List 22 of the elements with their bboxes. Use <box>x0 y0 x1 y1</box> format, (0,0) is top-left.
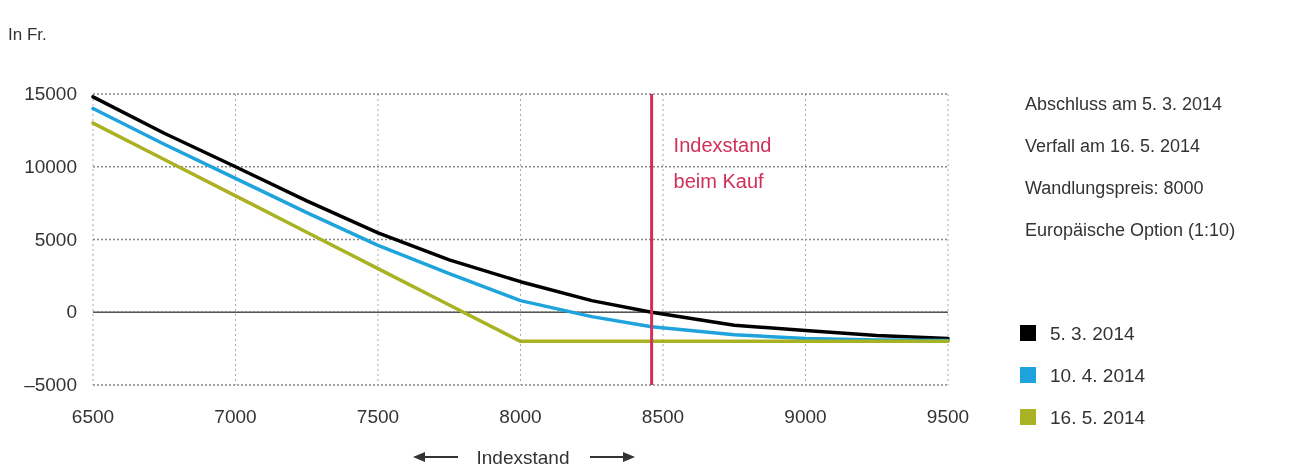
x-tick-label: 9500 <box>926 406 970 427</box>
x-tick-label: 8500 <box>641 406 685 427</box>
y-tick-label: 15000 <box>24 83 77 104</box>
ref-line-label: Indexstand beim Kauf <box>673 134 772 192</box>
x-tick-label: 8000 <box>499 406 542 427</box>
x-tick-label: 9000 <box>784 406 827 427</box>
x-tick-label: 7000 <box>214 406 257 427</box>
legend-label: 10. 4. 2014 <box>1050 365 1146 386</box>
y-axis-title: In Fr. <box>8 25 47 44</box>
text: Europäische Option (1:10) <box>1025 220 1236 240</box>
legend-label: 5. 3. 2014 <box>1050 323 1135 344</box>
text: Abschluss am 5. 3. 2014 <box>1025 94 1223 114</box>
text: Wandlungspreis: 8000 <box>1025 178 1204 198</box>
x-axis-title: Indexstand <box>476 447 570 468</box>
y-tick-label: 10000 <box>24 155 77 177</box>
y-tick-label: 5000 <box>34 228 77 250</box>
x-tick-label: 6500 <box>71 406 115 427</box>
y-tick-label: –5000 <box>24 374 77 395</box>
x-tick-label: 7500 <box>356 406 400 427</box>
text: Verfall am 16. 5. 2014 <box>1025 136 1201 156</box>
legend-label: 16. 5. 2014 <box>1050 407 1146 428</box>
y-tick-label: 0 <box>66 301 77 323</box>
